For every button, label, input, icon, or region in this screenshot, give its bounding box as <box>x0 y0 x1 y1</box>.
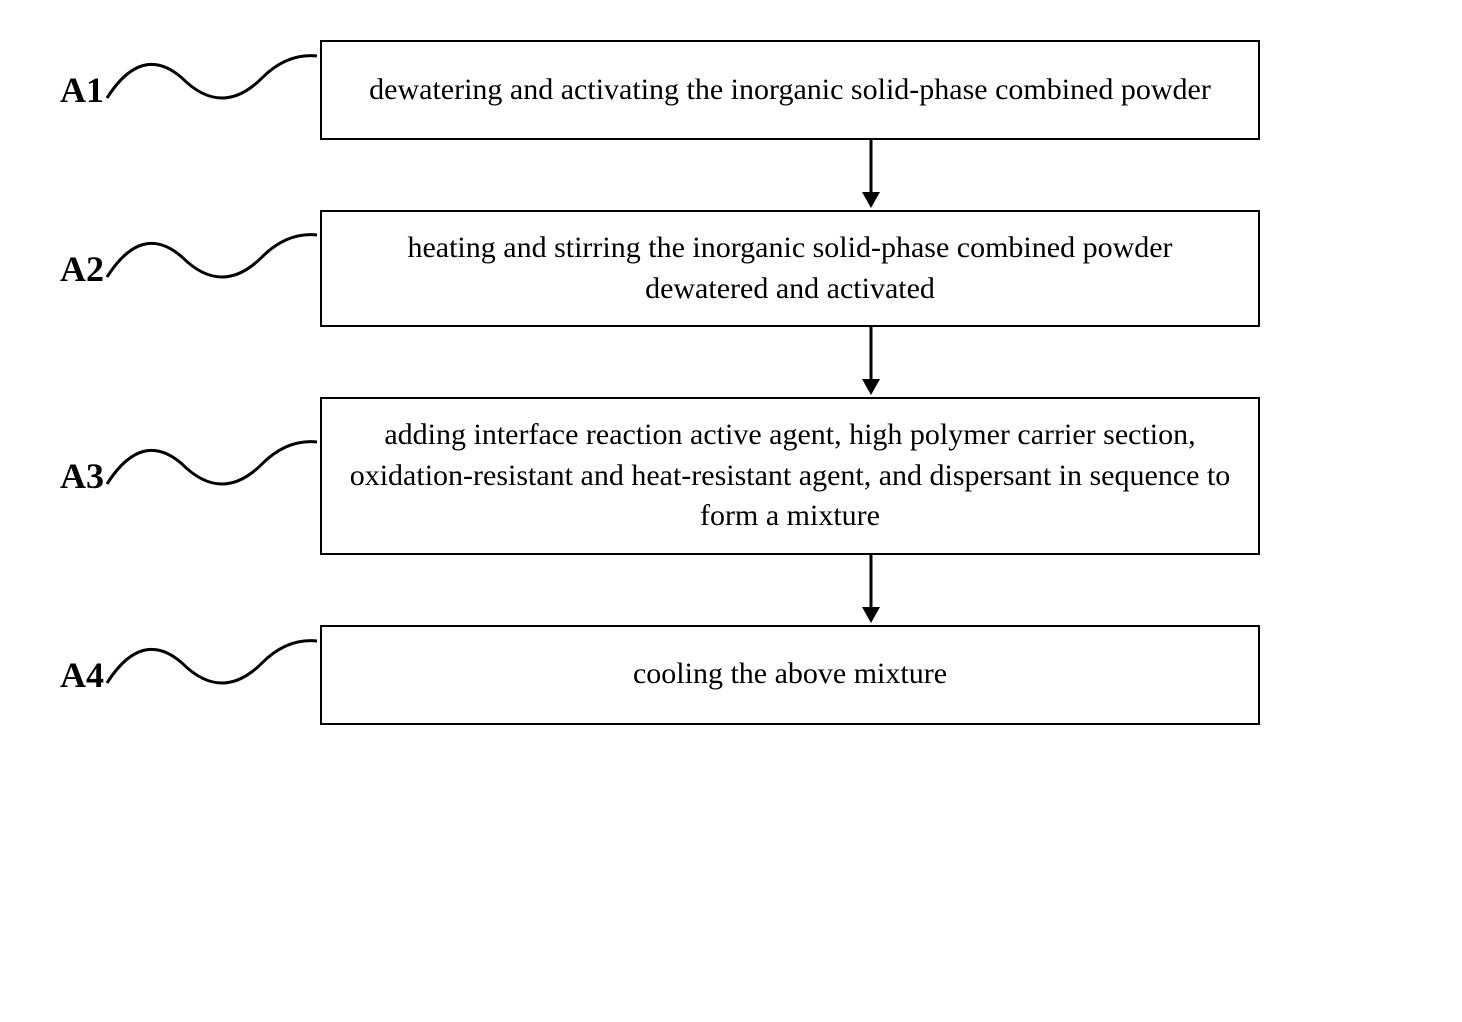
step-row-a1: A1 dewatering and activating the inorgan… <box>40 40 1422 140</box>
step-text-a4: cooling the above mixture <box>633 654 947 695</box>
step-row-a4: A4 cooling the above mixture <box>40 625 1422 725</box>
step-box-a3: adding interface reaction active agent, … <box>320 397 1260 555</box>
arrow-container-2 <box>40 327 1422 397</box>
curve-connector-a4 <box>102 633 322 703</box>
step-box-a1: dewatering and activating the inorganic … <box>320 40 1260 140</box>
curve-connector-a3 <box>102 434 322 504</box>
curve-connector-a1 <box>102 48 322 118</box>
label-area-a2: A2 <box>40 248 320 290</box>
step-text-a2: heating and stirring the inorganic solid… <box>346 228 1234 309</box>
arrow-3-to-4 <box>401 555 1341 625</box>
step-label-a1: A1 <box>60 69 104 111</box>
step-row-a2: A2 heating and stirring the inorganic so… <box>40 210 1422 327</box>
step-label-a2: A2 <box>60 248 104 290</box>
step-row-a3: A3 adding interface reaction active agen… <box>40 397 1422 555</box>
curve-connector-a2 <box>102 227 322 297</box>
arrow-container-1 <box>40 140 1422 210</box>
arrow-container-3 <box>40 555 1422 625</box>
step-box-a4: cooling the above mixture <box>320 625 1260 725</box>
label-area-a4: A4 <box>40 654 320 696</box>
step-text-a3: adding interface reaction active agent, … <box>346 415 1234 537</box>
flowchart-container: A1 dewatering and activating the inorgan… <box>40 40 1422 725</box>
step-text-a1: dewatering and activating the inorganic … <box>369 70 1211 111</box>
label-area-a1: A1 <box>40 69 320 111</box>
step-label-a3: A3 <box>60 455 104 497</box>
arrow-2-to-3 <box>401 327 1341 397</box>
step-label-a4: A4 <box>60 654 104 696</box>
label-area-a3: A3 <box>40 455 320 497</box>
arrow-1-to-2 <box>401 140 1341 210</box>
step-box-a2: heating and stirring the inorganic solid… <box>320 210 1260 327</box>
